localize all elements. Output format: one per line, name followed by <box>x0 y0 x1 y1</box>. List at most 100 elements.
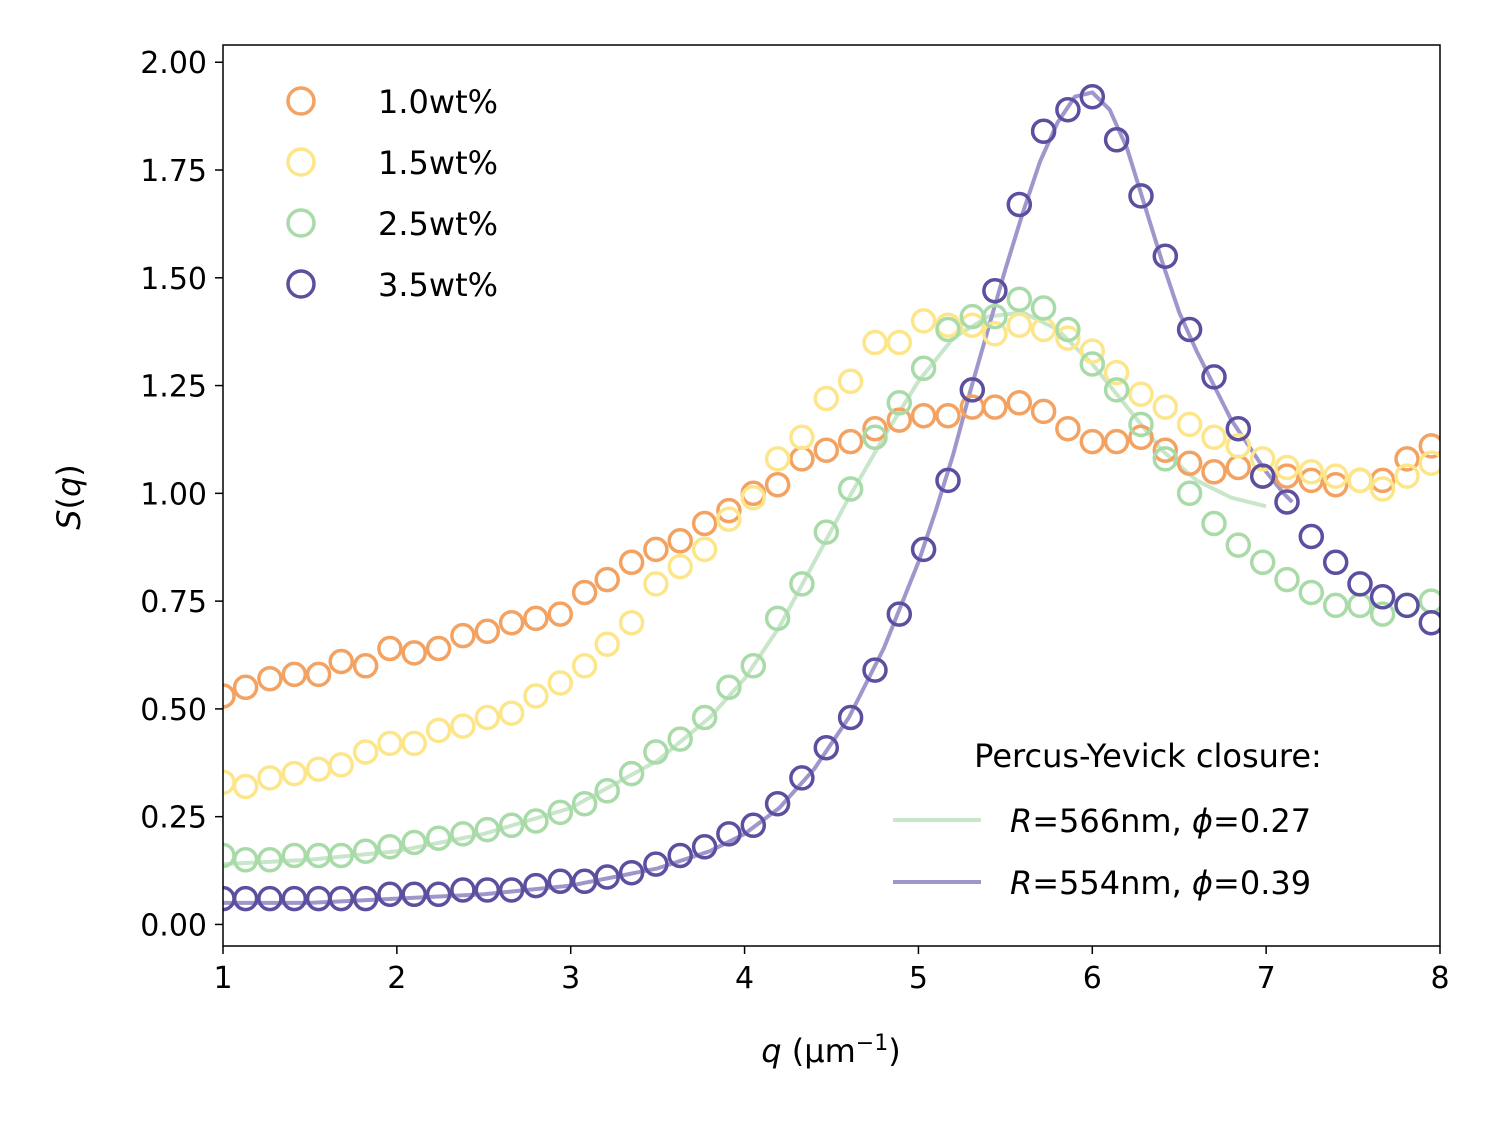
x-axis-ticks: 1 2 3 4 5 6 7 8 <box>213 946 1450 996</box>
data-point <box>935 316 961 343</box>
data-point <box>910 308 937 334</box>
data-point <box>789 765 815 791</box>
legend-marker-2 <box>286 147 316 177</box>
data-point <box>1369 476 1396 502</box>
y-tick-label: 1.25 <box>140 370 207 405</box>
data-point <box>1006 312 1033 338</box>
data-point <box>232 847 259 873</box>
data-point <box>523 808 549 834</box>
data-point <box>571 653 598 679</box>
data-point <box>257 765 283 791</box>
data-point <box>959 377 986 403</box>
data-point <box>837 368 864 395</box>
data-point <box>328 752 354 778</box>
data-point <box>1103 377 1130 403</box>
data-point <box>789 571 815 597</box>
data-point <box>223 683 236 709</box>
series-4-points <box>223 83 1440 912</box>
data-point <box>257 847 283 873</box>
data-point <box>1176 450 1203 476</box>
data-point <box>789 424 815 451</box>
data-point <box>886 601 913 627</box>
x-tick-label: 6 <box>1083 961 1102 996</box>
data-point <box>691 536 718 563</box>
data-point <box>1201 364 1227 390</box>
data-point <box>1079 351 1106 377</box>
data-point <box>1394 446 1420 472</box>
data-point <box>1176 316 1203 343</box>
data-point <box>450 877 476 903</box>
data-point <box>1322 471 1349 498</box>
data-point <box>281 760 308 787</box>
x-tick-label: 4 <box>735 961 754 996</box>
data-point <box>618 609 645 636</box>
data-point <box>425 881 452 908</box>
data-point <box>813 437 840 463</box>
data-point <box>401 881 427 908</box>
data-point <box>1225 532 1252 558</box>
data-point <box>1128 411 1154 438</box>
legend-label-1: 1.0wt% <box>378 83 498 121</box>
data-point <box>716 821 742 847</box>
data-point <box>257 665 283 692</box>
series-2-points <box>223 308 1440 800</box>
data-point <box>328 648 354 675</box>
data-point <box>401 829 427 856</box>
data-point <box>691 704 718 731</box>
data-point <box>764 446 791 472</box>
data-point <box>837 476 864 502</box>
y-tick-label: 2.00 <box>140 46 207 81</box>
data-point <box>618 760 645 787</box>
data-point <box>813 734 840 761</box>
data-point <box>377 834 403 860</box>
data-point <box>1201 424 1227 451</box>
data-point <box>523 872 549 899</box>
data-point <box>1394 463 1420 489</box>
data-point <box>474 618 501 645</box>
data-point <box>886 390 913 416</box>
data-point <box>691 834 718 860</box>
data-point <box>935 402 961 429</box>
data-point <box>740 484 767 511</box>
data-point <box>1369 601 1396 627</box>
data-point <box>594 566 620 593</box>
fit-legend-title: Percus-Yevick closure: <box>974 737 1322 775</box>
data-point <box>1322 549 1349 576</box>
data-point <box>740 812 767 839</box>
data-point <box>1079 428 1106 455</box>
data-point <box>716 497 742 524</box>
data-point <box>1201 459 1227 485</box>
data-point <box>547 868 574 895</box>
data-point <box>1298 579 1325 606</box>
data-point <box>1128 424 1154 451</box>
data-point <box>716 506 742 532</box>
data-point <box>352 885 379 912</box>
data-point <box>1322 463 1349 489</box>
legend-marker-4 <box>286 269 316 299</box>
data-point <box>425 635 452 662</box>
x-tick-label: 1 <box>213 961 232 996</box>
data-point <box>667 553 693 580</box>
data-point <box>1418 433 1440 459</box>
data-point <box>232 674 259 701</box>
data-point <box>305 661 332 688</box>
data-point <box>1249 446 1276 472</box>
data-point <box>1418 609 1440 636</box>
data-point <box>450 622 476 649</box>
data-point <box>862 415 888 442</box>
data-point <box>643 739 669 765</box>
data-point <box>982 321 1008 347</box>
data-point <box>1079 338 1106 364</box>
data-point <box>982 303 1008 330</box>
data-point <box>474 877 501 903</box>
data-point <box>813 385 840 412</box>
x-tick-label: 8 <box>1430 961 1449 996</box>
data-point <box>667 842 693 869</box>
data-point <box>1176 411 1203 438</box>
data-point <box>425 825 452 851</box>
series-1-points <box>223 390 1440 709</box>
data-point <box>498 877 525 903</box>
data-point <box>1347 571 1373 597</box>
data-point <box>547 670 574 696</box>
